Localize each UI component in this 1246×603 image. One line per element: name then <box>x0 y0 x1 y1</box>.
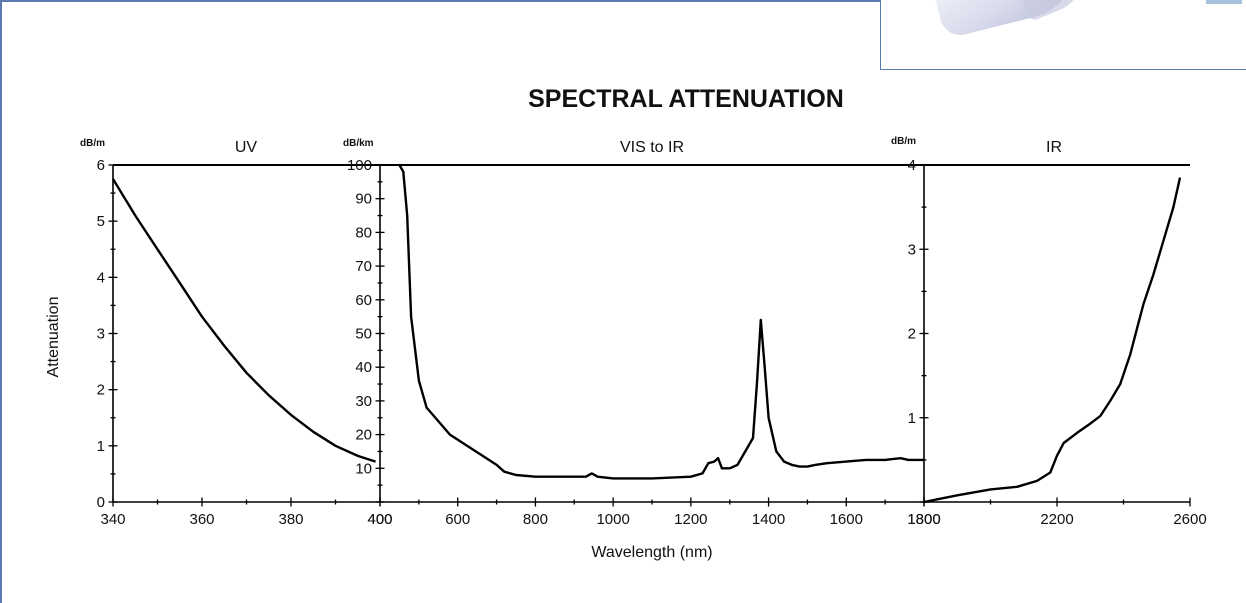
y-tick-label: 60 <box>355 292 372 309</box>
x-tick-label: 400 <box>367 511 392 528</box>
y-tick-label: 2 <box>97 382 105 399</box>
chart-title: SPECTRAL ATTENUATION <box>528 85 844 113</box>
panel-title: IR <box>1046 139 1062 156</box>
y-tick-label: 4 <box>97 269 105 286</box>
y-tick-label: 40 <box>355 359 372 376</box>
y-tick-label: 5 <box>97 213 105 230</box>
series-line-uv <box>111 178 376 463</box>
logo-box <box>880 0 1246 70</box>
y-tick-label: 50 <box>355 326 372 343</box>
x-tick-label: 600 <box>445 511 470 528</box>
panel-unit-label: dB/m <box>891 136 916 147</box>
x-tick-label: 1800 <box>907 511 940 528</box>
x-tick-label: 360 <box>189 511 214 528</box>
y-tick-label: 1 <box>97 438 105 455</box>
x-tick-label: 1200 <box>674 511 707 528</box>
y-tick-label: 10 <box>355 460 372 477</box>
x-tick-label: 800 <box>523 511 548 528</box>
y-tick-label: 90 <box>355 191 372 208</box>
x-tick-label: 2600 <box>1173 511 1206 528</box>
y-tick-label: 70 <box>355 258 372 275</box>
y-tick-label: 0 <box>97 494 105 511</box>
y-tick-label: 20 <box>355 427 372 444</box>
y-tick-label: 2 <box>908 326 916 343</box>
series-line-vis-to-ir <box>398 164 924 480</box>
panel-vis-to-ir: VIS to IR dB/km 10 20 30 40 50 60 70 80 90 100 400 60… <box>343 138 941 528</box>
x-tick-label: 1400 <box>752 511 785 528</box>
x-tick-label: 400 <box>367 511 392 528</box>
panel-unit-label: dB/km <box>343 138 374 149</box>
series-line-ir <box>923 177 1182 504</box>
panel-uv: UV dB/m 0 1 2 3 4 5 6 340 360 380 400 <box>80 138 393 528</box>
x-axis-label: Wavelength (nm) <box>591 544 712 561</box>
x-tick-label: 380 <box>278 511 303 528</box>
x-tick-label: 340 <box>100 511 125 528</box>
panel-title: VIS to IR <box>620 139 684 156</box>
y-tick-label: 100 <box>347 157 372 174</box>
y-tick-label: 3 <box>97 326 105 343</box>
y-tick-label: 4 <box>908 157 916 174</box>
panel-unit-label: dB/m <box>80 138 105 149</box>
y-tick-label: 3 <box>908 241 916 258</box>
x-tick-label: 1800 <box>907 511 940 528</box>
logo-mark <box>1206 0 1242 4</box>
y-tick-label: 6 <box>97 157 105 174</box>
panel-ir: IR dB/m 1 2 3 4 1800 2200 2600 <box>891 136 1207 528</box>
x-tick-label: 1000 <box>596 511 629 528</box>
panel-title: UV <box>235 139 258 156</box>
y-axis-label: Attenuation <box>45 297 62 378</box>
y-tick-label: 1 <box>908 410 916 427</box>
y-tick-label: 80 <box>355 224 372 241</box>
x-tick-label: 1600 <box>830 511 863 528</box>
y-tick-label: 30 <box>355 393 372 410</box>
x-tick-label: 2200 <box>1040 511 1073 528</box>
